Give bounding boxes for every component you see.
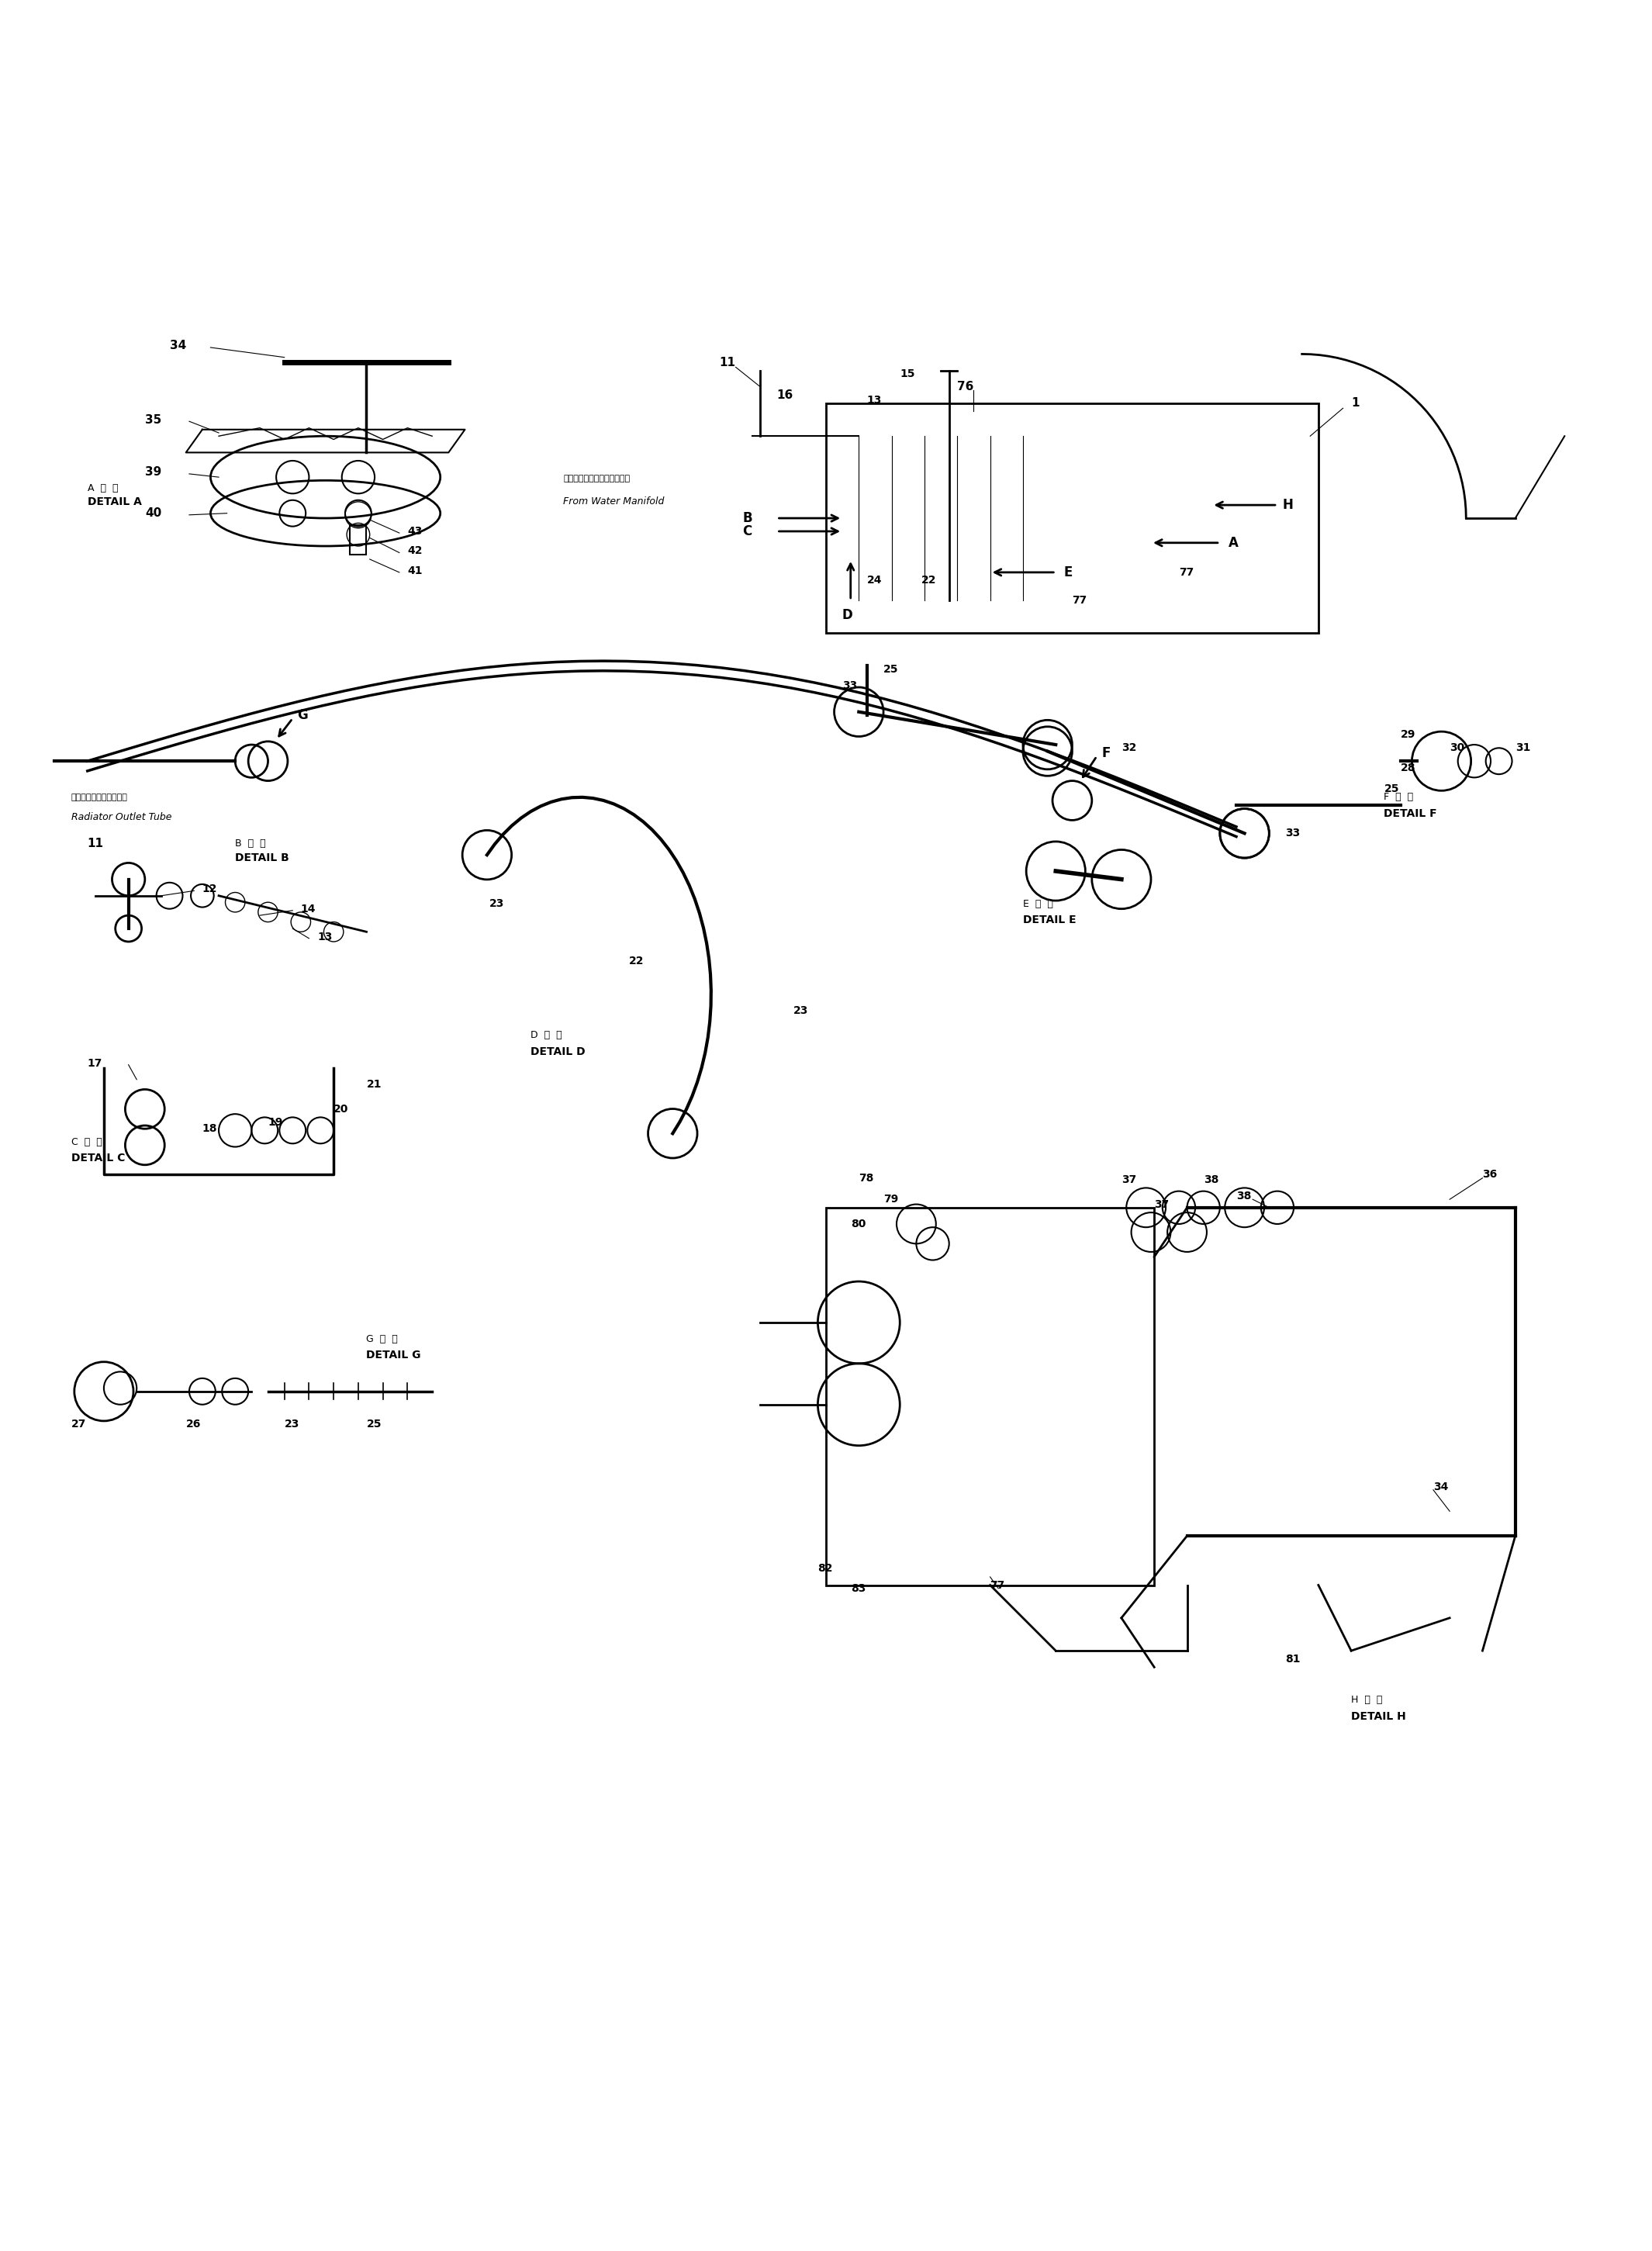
Text: 25: 25 — [1384, 783, 1399, 795]
Text: 81: 81 — [1285, 1654, 1300, 1663]
Text: 83: 83 — [851, 1582, 866, 1594]
Text: 39: 39 — [145, 466, 162, 477]
Text: 31: 31 — [1515, 743, 1530, 754]
Text: ウォータマニーホールドより: ウォータマニーホールドより — [563, 475, 629, 482]
Text: 41: 41 — [408, 565, 423, 576]
Text: 13: 13 — [317, 932, 332, 943]
Text: E: E — [1064, 565, 1072, 579]
Text: 79: 79 — [884, 1193, 899, 1204]
Text: 23: 23 — [793, 1006, 808, 1015]
Text: 11: 11 — [719, 356, 735, 369]
Text: 33: 33 — [843, 680, 857, 691]
Text: 26: 26 — [187, 1418, 202, 1429]
Text: 76: 76 — [957, 380, 975, 392]
Text: 80: 80 — [851, 1218, 866, 1229]
Text: DETAIL D: DETAIL D — [530, 1047, 585, 1058]
Text: 77: 77 — [990, 1580, 1004, 1591]
Text: DETAIL A: DETAIL A — [88, 495, 142, 506]
Text: F  詳  細: F 詳 細 — [1384, 792, 1414, 801]
Text: 82: 82 — [818, 1562, 833, 1573]
Text: H: H — [1282, 497, 1294, 511]
Text: 33: 33 — [1285, 828, 1300, 840]
Text: 35: 35 — [145, 414, 162, 425]
Text: D  詳  細: D 詳 細 — [530, 1031, 562, 1040]
Text: E  詳  細: E 詳 細 — [1023, 898, 1052, 909]
Text: DETAIL H: DETAIL H — [1351, 1711, 1406, 1722]
Text: 23: 23 — [489, 898, 504, 909]
Text: 25: 25 — [367, 1418, 382, 1429]
Text: DETAIL C: DETAIL C — [71, 1153, 126, 1164]
Text: 32: 32 — [1122, 743, 1137, 754]
Text: ラジエータ出口チューブ: ラジエータ出口チューブ — [71, 792, 127, 801]
Text: 20: 20 — [334, 1103, 349, 1114]
Text: H  詳  細: H 詳 細 — [1351, 1695, 1383, 1704]
Text: 34: 34 — [170, 340, 187, 351]
Text: 34: 34 — [1434, 1481, 1449, 1492]
Text: 17: 17 — [88, 1058, 102, 1069]
Bar — [350, 524, 367, 554]
Text: 12: 12 — [202, 885, 218, 894]
Bar — [826, 403, 1318, 633]
Text: 77: 77 — [1180, 567, 1194, 579]
Text: F: F — [1102, 745, 1110, 761]
Text: DETAIL G: DETAIL G — [367, 1351, 421, 1360]
Text: G: G — [297, 709, 309, 723]
Text: 77: 77 — [1072, 594, 1087, 606]
Text: A  詳  細: A 詳 細 — [88, 484, 117, 493]
Text: DETAIL F: DETAIL F — [1384, 808, 1437, 819]
Text: B  詳  細: B 詳 細 — [235, 837, 266, 849]
Text: G  詳  細: G 詳 細 — [367, 1335, 398, 1344]
Text: 1: 1 — [1351, 398, 1360, 410]
Text: 21: 21 — [367, 1078, 382, 1089]
Text: 42: 42 — [408, 545, 423, 556]
Bar — [826, 1207, 1155, 1585]
Text: 37: 37 — [1122, 1175, 1137, 1184]
Text: DETAIL B: DETAIL B — [235, 853, 289, 864]
Text: Radiator Outlet Tube: Radiator Outlet Tube — [71, 813, 172, 822]
Text: 23: 23 — [284, 1418, 299, 1429]
Text: 27: 27 — [71, 1418, 86, 1429]
Text: C  詳  細: C 詳 細 — [71, 1137, 102, 1148]
Text: 24: 24 — [867, 574, 882, 585]
Text: 22: 22 — [922, 574, 937, 585]
Text: D: D — [843, 608, 852, 624]
Text: 30: 30 — [1450, 743, 1465, 754]
Text: 38: 38 — [1236, 1191, 1251, 1202]
Text: 19: 19 — [268, 1116, 282, 1128]
Text: 15: 15 — [900, 369, 915, 378]
Text: 38: 38 — [1204, 1175, 1219, 1184]
Text: 22: 22 — [629, 957, 644, 966]
Text: 18: 18 — [202, 1123, 218, 1135]
Text: 37: 37 — [1155, 1200, 1170, 1209]
Text: A: A — [1227, 536, 1237, 549]
Text: C: C — [743, 524, 752, 538]
Text: 25: 25 — [884, 664, 899, 675]
Text: 29: 29 — [1401, 729, 1416, 741]
Text: 40: 40 — [145, 506, 162, 520]
Text: 14: 14 — [301, 903, 316, 914]
Text: 13: 13 — [867, 394, 882, 405]
Text: 16: 16 — [776, 389, 793, 401]
Text: 43: 43 — [408, 527, 423, 536]
Text: B: B — [742, 511, 752, 524]
Text: 28: 28 — [1401, 763, 1416, 772]
Text: 36: 36 — [1482, 1168, 1497, 1180]
Text: DETAIL E: DETAIL E — [1023, 914, 1075, 925]
Text: 11: 11 — [88, 837, 104, 849]
Text: From Water Manifold: From Water Manifold — [563, 497, 664, 506]
Text: 78: 78 — [859, 1173, 874, 1184]
